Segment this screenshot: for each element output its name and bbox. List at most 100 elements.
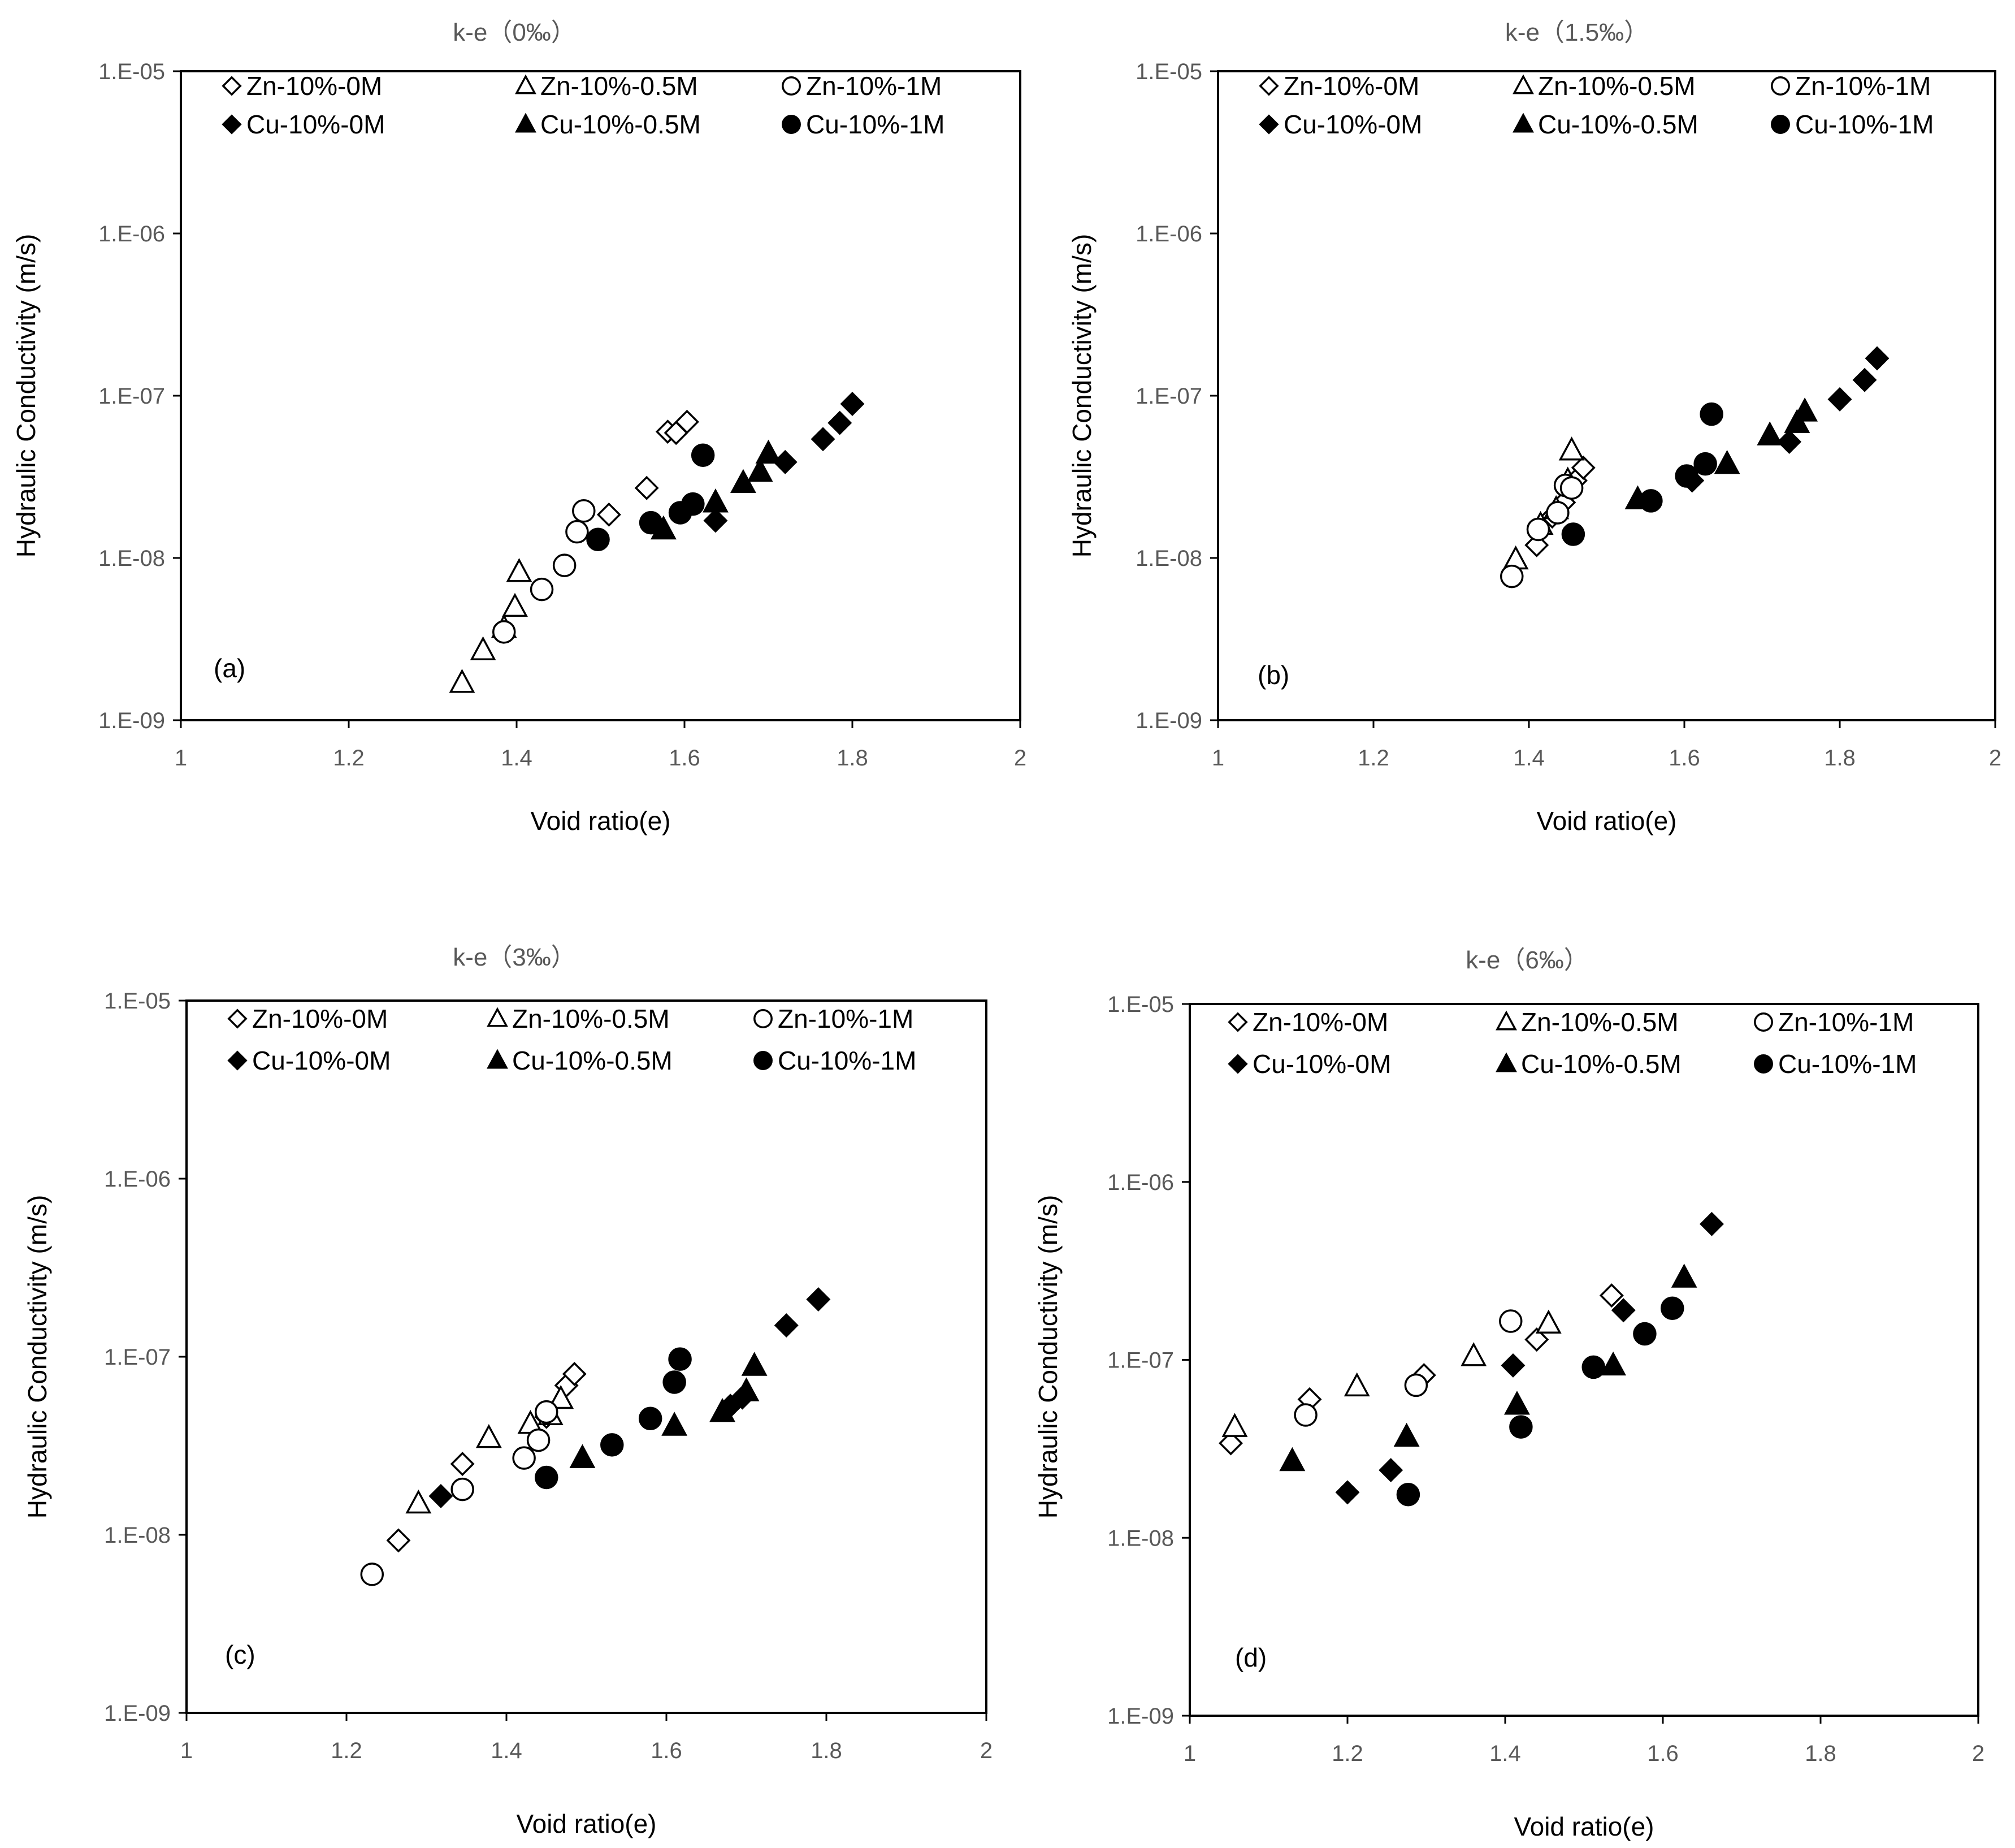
y-tick-label: 1.E-06 <box>1136 222 1202 246</box>
data-point <box>475 1423 502 1448</box>
data-point <box>526 1428 551 1452</box>
legend-marker <box>1228 1012 1248 1032</box>
y-axis-label: Hydraulic Conductivity (m/s) <box>11 234 41 558</box>
legend-marker <box>1259 76 1279 96</box>
data-point <box>1559 476 1584 500</box>
y-tick-label: 1.E-06 <box>104 1167 171 1192</box>
data-point <box>1660 1296 1684 1320</box>
data-point <box>1503 1391 1530 1415</box>
data-point <box>1671 1263 1697 1288</box>
legend-label: Cu-10%-0M <box>1284 110 1422 139</box>
series-Zn-10%-0M <box>596 409 699 527</box>
chart-panel-a: k-e（0‰） 1 1.2 1.4 1.6 1.8 2 1.E-09 1.E-08 1.E-07 1… <box>11 19 1026 836</box>
data-point <box>1675 464 1698 488</box>
data-point <box>1526 517 1550 542</box>
data-point <box>1633 1322 1657 1346</box>
data-point <box>638 1406 662 1430</box>
data-point <box>449 669 475 693</box>
x-axis-label: Void ratio(e) <box>530 806 670 836</box>
legend-marker <box>753 1051 773 1070</box>
legend-marker <box>222 76 242 96</box>
y-axis-label: Hydraulic Conductivity (m/s) <box>1067 234 1097 558</box>
data-point <box>1581 1355 1605 1379</box>
legend-marker <box>222 114 242 135</box>
data-point <box>502 592 528 617</box>
data-point <box>1792 397 1818 422</box>
x-tick-label: 1.2 <box>331 1738 362 1763</box>
data-point <box>806 1287 831 1312</box>
data-point <box>450 1452 475 1477</box>
series-Cu-10%-0.5M <box>1279 1263 1697 1472</box>
legend-marker <box>227 1009 248 1029</box>
legend-label: Cu-10%-0.5M <box>1538 110 1698 139</box>
data-point <box>1757 421 1783 445</box>
x-axis-label: Void ratio(e) <box>1536 806 1676 836</box>
series-Cu-10%-0.5M <box>569 1352 768 1468</box>
legend-label: Zn-10%-0.5M <box>540 71 698 101</box>
data-point <box>733 1377 760 1401</box>
data-point <box>747 457 773 482</box>
legend-label: Zn-10%-0M <box>1253 1007 1388 1037</box>
x-tick-label: 1.8 <box>811 1738 842 1763</box>
y-tick-label: 1.E-05 <box>1107 992 1174 1017</box>
data-point <box>552 553 577 577</box>
data-point <box>1600 1351 1627 1376</box>
y-tick-label: 1.E-08 <box>1136 546 1202 571</box>
legend-marker <box>753 1009 773 1028</box>
data-point <box>1852 367 1877 392</box>
data-point <box>1461 1342 1487 1366</box>
data-point <box>662 1370 686 1394</box>
data-point <box>1546 501 1570 525</box>
y-tick-label: 1.E-09 <box>1136 708 1202 733</box>
data-point <box>1827 387 1852 412</box>
data-point <box>755 439 782 464</box>
x-tick-label: 1 <box>175 746 187 771</box>
y-axis-label: Hydraulic Conductivity (m/s) <box>1033 1195 1063 1519</box>
legend-marker <box>487 1049 508 1069</box>
legend-marker <box>1771 76 1790 96</box>
data-point <box>1714 449 1740 474</box>
y-tick-label: 1.E-07 <box>1107 1348 1174 1373</box>
data-point <box>1279 1447 1306 1472</box>
legend-label: Zn-10%-1M <box>1795 71 1931 101</box>
data-point <box>1396 1483 1420 1507</box>
data-point <box>681 492 705 516</box>
x-tick-label: 2 <box>1989 746 2001 771</box>
legend-marker <box>1771 115 1790 134</box>
x-tick-label: 1.8 <box>1824 746 1856 771</box>
data-point <box>360 1563 384 1586</box>
x-tick-label: 1.2 <box>1358 746 1389 771</box>
x-tick-label: 1.6 <box>1647 1741 1679 1766</box>
x-tick-label: 1.4 <box>501 746 532 771</box>
legend-label: Zn-10%-0M <box>246 71 382 101</box>
data-point <box>600 1433 624 1457</box>
y-axis-label: Hydraulic Conductivity (m/s) <box>23 1195 52 1519</box>
x-tick-label: 1.8 <box>1805 1741 1836 1766</box>
data-point <box>530 577 554 601</box>
data-point <box>1344 1372 1370 1397</box>
data-point <box>428 1484 453 1508</box>
legend-marker <box>1754 1012 1773 1032</box>
chart-panel-b: k-e（1.5‰） 1 1.2 1.4 1.6 1.8 2 1.E-09 1.E-08 1.E-0… <box>1067 19 2001 836</box>
series-Cu-10%-1M <box>1561 402 1723 546</box>
chart-title: k-e（3‰） <box>453 944 576 971</box>
data-point <box>827 410 852 435</box>
legend-marker <box>1513 112 1534 133</box>
data-point <box>1219 1431 1243 1456</box>
series-Zn-10%-1M <box>492 499 596 644</box>
data-point <box>565 520 589 544</box>
data-point <box>1500 564 1524 588</box>
data-point <box>386 1528 411 1553</box>
y-tick-label: 1.E-05 <box>104 989 171 1014</box>
legend-label: Cu-10%-0.5M <box>512 1046 673 1075</box>
y-tick-label: 1.E-06 <box>1107 1170 1174 1195</box>
legend-label: Cu-10%-1M <box>1795 110 1934 139</box>
data-point <box>1499 1309 1523 1333</box>
series-Cu-10%-0.5M <box>1624 397 1818 509</box>
data-point <box>1599 1283 1624 1308</box>
x-tick-label: 1.4 <box>1513 746 1545 771</box>
legend-marker <box>227 1050 248 1071</box>
data-point <box>535 1465 558 1490</box>
series-Cu-10%-1M <box>1396 1296 1684 1507</box>
